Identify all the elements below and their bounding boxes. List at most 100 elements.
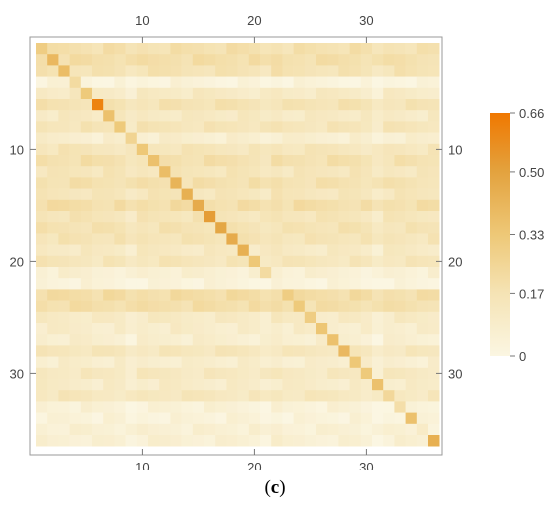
- heatmap-cell: [248, 65, 261, 77]
- heatmap-cell: [136, 367, 149, 380]
- heatmap-cell: [148, 334, 160, 346]
- heatmap-cell: [58, 367, 70, 380]
- heatmap-cell: [170, 345, 182, 357]
- heatmap-cell: [192, 121, 205, 133]
- heatmap-cell: [349, 423, 362, 436]
- heatmap-cell: [215, 323, 227, 335]
- heatmap-cell: [260, 401, 272, 413]
- heatmap-cell: [125, 87, 138, 100]
- heatmap-cell: [316, 379, 328, 391]
- heatmap-cell: [428, 177, 440, 189]
- heatmap-cell-diagonal: [282, 289, 294, 301]
- heatmap-cell: [204, 43, 216, 55]
- heatmap-cell: [192, 356, 205, 369]
- heatmap-cell: [271, 233, 283, 245]
- heatmap-cell: [58, 278, 70, 290]
- heatmap-cell: [383, 199, 395, 212]
- heatmap-cell: [181, 435, 194, 447]
- heatmap-cell-diagonal: [428, 435, 440, 447]
- heatmap-cell: [349, 401, 362, 413]
- heatmap-cell: [215, 76, 227, 89]
- heatmap-cell: [47, 43, 59, 55]
- heatmap-cell: [271, 87, 283, 100]
- heatmap-cell: [304, 367, 317, 380]
- heatmap-cell: [125, 121, 138, 133]
- heatmap-cell: [92, 244, 104, 257]
- heatmap-cell: [69, 121, 82, 133]
- heatmap-cell: [416, 222, 429, 234]
- heatmap-cell: [92, 311, 104, 324]
- heatmap-cell: [282, 188, 294, 201]
- heatmap-cell: [293, 278, 306, 290]
- heatmap-cell: [327, 76, 339, 89]
- heatmap-cell: [271, 412, 283, 425]
- heatmap-cell: [47, 166, 59, 178]
- heatmap-cell-diagonal: [204, 211, 216, 223]
- heatmap-cell: [428, 132, 440, 145]
- heatmap-cell: [383, 155, 395, 167]
- heatmap-cell: [349, 244, 362, 257]
- heatmap-cell: [338, 412, 350, 425]
- heatmap-cell: [36, 244, 48, 257]
- heatmap-cell: [260, 289, 272, 301]
- heatmap-cell: [181, 143, 194, 156]
- heatmap-cell: [372, 199, 384, 212]
- heatmap-cell: [394, 289, 406, 301]
- heatmap-cell: [36, 379, 48, 391]
- heatmap-cell: [416, 401, 429, 413]
- heatmap-cell: [136, 99, 149, 111]
- heatmap-cell: [338, 267, 350, 279]
- heatmap-cell: [248, 166, 261, 178]
- heatmap-cell: [125, 401, 138, 413]
- heatmap-cell: [394, 132, 406, 145]
- heatmap-cell: [248, 177, 261, 189]
- heatmap-cell: [192, 255, 205, 268]
- heatmap-cell: [192, 54, 205, 66]
- heatmap-cell: [338, 110, 350, 122]
- heatmap-cell: [47, 390, 59, 402]
- heatmap-cell: [47, 278, 59, 290]
- heatmap-cell: [248, 110, 261, 122]
- heatmap-cell: [338, 233, 350, 245]
- heatmap-cell: [383, 222, 395, 234]
- heatmap-cell: [159, 367, 171, 380]
- heatmap-cell: [316, 300, 328, 313]
- heatmap-cell: [360, 435, 373, 447]
- heatmap-cell: [248, 267, 261, 279]
- heatmap-cell: [181, 155, 194, 167]
- heatmap-cell: [103, 87, 115, 100]
- heatmap-cell: [148, 435, 160, 447]
- heatmap-cell: [92, 177, 104, 189]
- heatmap-cell: [170, 390, 182, 402]
- heatmap-cell: [136, 54, 149, 66]
- heatmap-cell: [282, 244, 294, 257]
- heatmap-cell: [192, 222, 205, 234]
- heatmap-cell: [181, 356, 194, 369]
- heatmap-cell: [293, 255, 306, 268]
- heatmap-cell: [204, 311, 216, 324]
- heatmap-cell: [170, 379, 182, 391]
- heatmap-cell: [204, 132, 216, 145]
- heatmap-cell: [237, 233, 250, 245]
- heatmap-cell: [416, 65, 429, 77]
- heatmap-cell: [260, 311, 272, 324]
- heatmap-cell: [237, 289, 250, 301]
- heatmap-cell: [360, 278, 373, 290]
- heatmap-cell: [215, 166, 227, 178]
- heatmap-cell: [80, 65, 93, 77]
- heatmap-cell: [181, 233, 194, 245]
- heatmap-cell-diagonal: [260, 267, 272, 279]
- y-tick-label-right: 30: [448, 366, 462, 381]
- heatmap-cell: [360, 110, 373, 122]
- heatmap-cell: [226, 110, 238, 122]
- heatmap-cell: [92, 390, 104, 402]
- heatmap-cell: [327, 367, 339, 380]
- heatmap-cell: [215, 121, 227, 133]
- heatmap-cell: [69, 43, 82, 55]
- heatmap-cell: [36, 435, 48, 447]
- heatmap-cell: [383, 54, 395, 66]
- heatmap-cell: [372, 289, 384, 301]
- heatmap-cell: [159, 300, 171, 313]
- heatmap-cell: [192, 143, 205, 156]
- heatmap-cell: [282, 356, 294, 369]
